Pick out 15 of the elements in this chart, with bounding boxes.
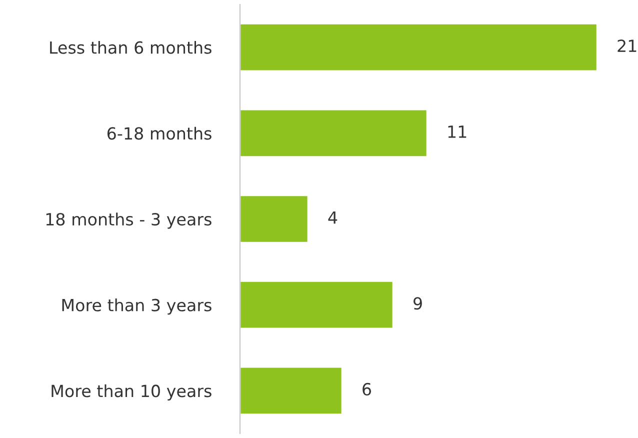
bar	[240, 194, 309, 244]
y-tick-label: More than 10 years	[52, 384, 212, 400]
bar	[240, 23, 598, 72]
y-tick-label: 18 months - 3 years	[46, 212, 212, 229]
y-tick-label: Less than 6 months	[50, 40, 212, 54]
y-tick-label: More than 3 years	[62, 298, 212, 315]
data-label: 6	[362, 382, 372, 396]
bar	[240, 366, 343, 415]
data-label: 4	[328, 211, 338, 224]
y-tick-label: 6-18 months	[107, 126, 212, 140]
data-label: 9	[414, 297, 422, 310]
bar	[240, 108, 428, 158]
data-label: 21	[618, 40, 636, 52]
bar	[240, 280, 394, 330]
data-label: 11	[448, 126, 466, 138]
